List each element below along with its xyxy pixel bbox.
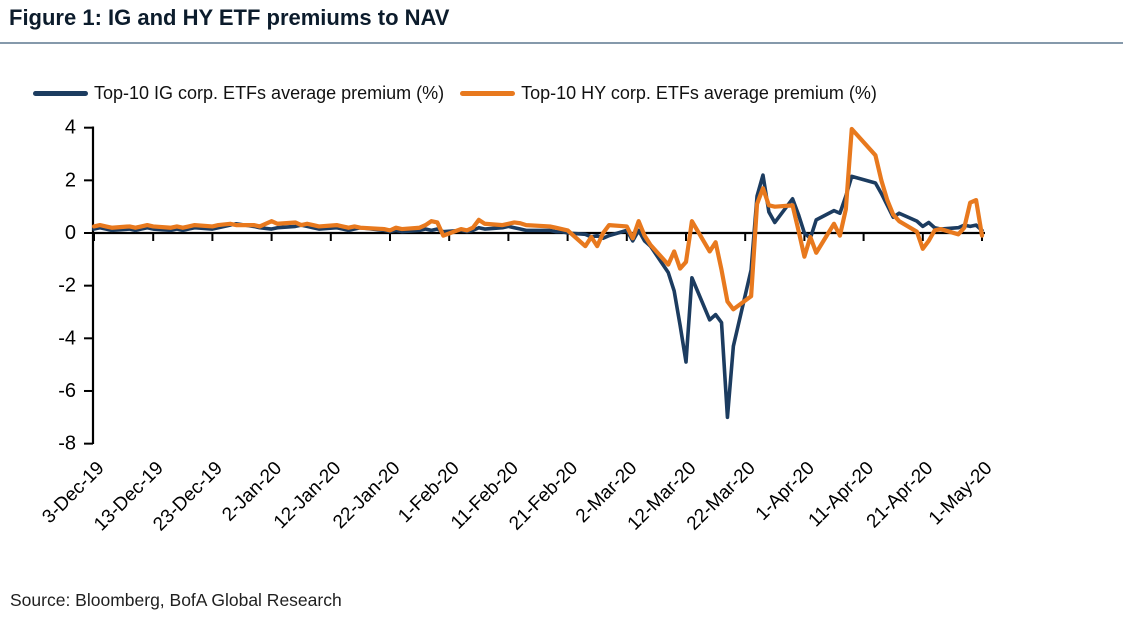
ig-series-line (92, 173, 984, 420)
legend-label-hy: Top-10 HY corp. ETFs average premium (%) (521, 83, 877, 103)
figure-title: Figure 1: IG and HY ETF premiums to NAV (9, 5, 450, 30)
legend-item-hy: Top-10 HY corp. ETFs average premium (%) (460, 83, 877, 104)
x-axis: 3-Dec-1913-Dec-1923-Dec-192-Jan-2012-Jan… (38, 231, 997, 535)
y-tick-label: 4 (65, 117, 76, 139)
y-axis: 4 2 0 -2 -4 -6 -8 (58, 117, 95, 455)
source-attribution: Source: Bloomberg, BofA Global Research (10, 590, 342, 610)
chart-legend: Top-10 IG corp. ETFs average premium (%)… (33, 83, 877, 104)
legend-label-ig: Top-10 IG corp. ETFs average premium (%) (94, 83, 445, 103)
y-tick-label: 0 (65, 222, 76, 244)
hy-series-line (91, 126, 985, 312)
series-lines (91, 126, 985, 420)
y-tick-label: -8 (58, 433, 76, 455)
legend-item-ig: Top-10 IG corp. ETFs average premium (%) (33, 83, 444, 104)
ig-line-swatch-icon (33, 91, 88, 96)
y-tick-label: 2 (65, 169, 76, 191)
x-tick-label: 1-May-20 (925, 458, 997, 530)
y-tick-label: -6 (58, 380, 76, 402)
title-divider-rule (0, 42, 1123, 44)
hy-line-swatch-icon (460, 91, 516, 96)
y-tick-label: -2 (58, 275, 76, 297)
y-tick-label: -4 (58, 327, 76, 349)
